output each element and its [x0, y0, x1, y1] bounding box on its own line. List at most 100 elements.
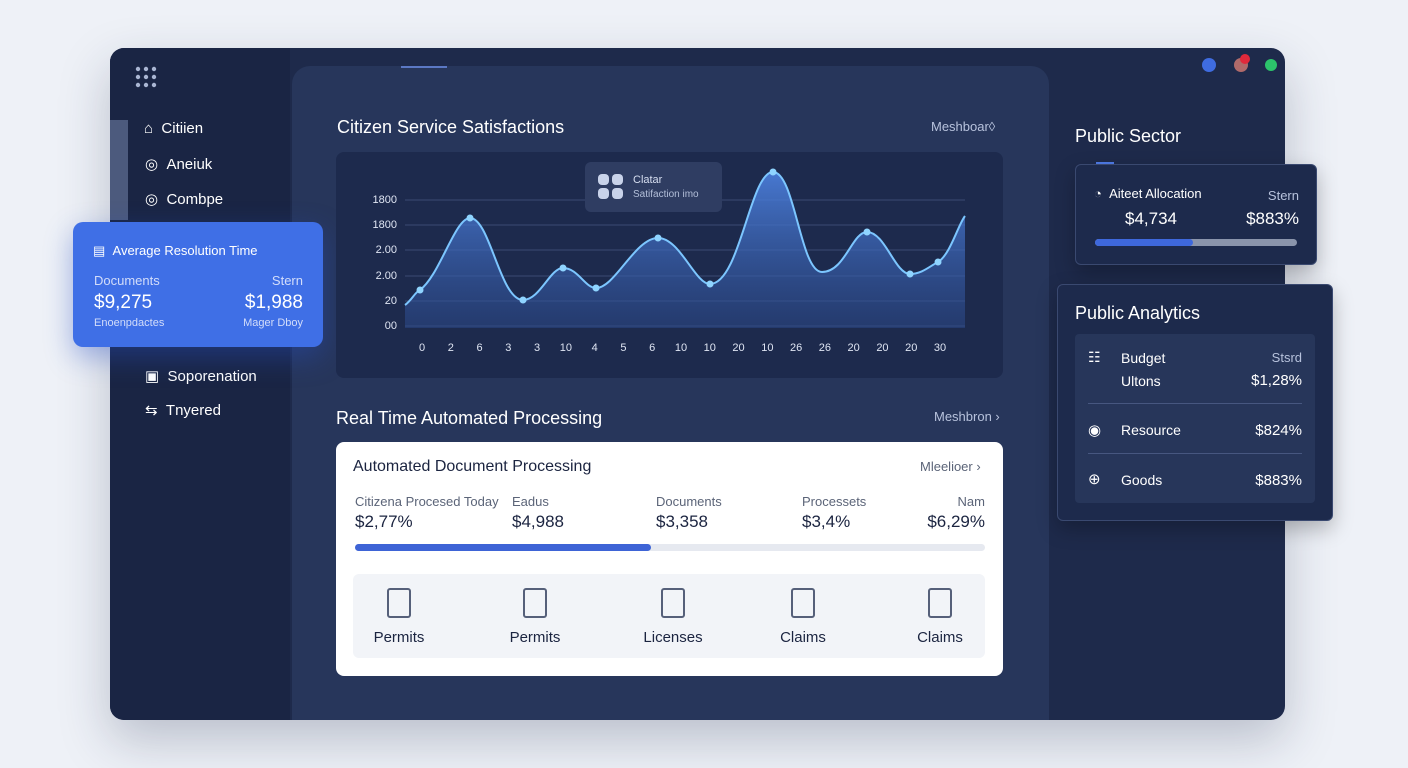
section-link[interactable]: Meshbron › [934, 409, 1000, 424]
processing-card: Automated Document Processing Mleelioer … [336, 442, 1003, 676]
x-label: 3 [534, 342, 540, 354]
stat-label: Eadus [512, 494, 549, 509]
row-label: Goods [1121, 472, 1163, 488]
y-label: 1800 [373, 194, 397, 206]
x-label: 20 [876, 342, 888, 354]
nav-item[interactable]: ◎ Combpe [145, 191, 224, 208]
tile-label: Claims [780, 629, 826, 646]
progress-track [1095, 239, 1297, 246]
x-label: 20 [848, 342, 860, 354]
section-link[interactable]: Meshboar◊ [931, 119, 996, 134]
x-label: 6 [649, 342, 655, 354]
row-value: $1,28% [1251, 372, 1302, 389]
y-label: 00 [385, 320, 397, 332]
x-label: 2 [448, 342, 454, 354]
stat-label: Nam [957, 494, 985, 509]
note: Mager Dboy [243, 317, 303, 329]
x-label: 10 [761, 342, 773, 354]
x-label: 4 [592, 342, 598, 354]
stat-value: $6,29% [927, 512, 985, 531]
nav-label: Combpe [166, 191, 224, 208]
section-title: Real Time Automated Processing [336, 408, 603, 428]
stat-label: Documents [656, 494, 722, 509]
value: $4,734 [1125, 209, 1177, 228]
section-title: Public Sector [1075, 126, 1182, 146]
points [416, 168, 942, 304]
analytics-list [1075, 334, 1315, 503]
x-label: 10 [704, 342, 716, 354]
tile-icon [523, 588, 547, 618]
accent [1096, 162, 1114, 165]
value: $1,988 [244, 292, 303, 313]
x-label: 5 [620, 342, 626, 354]
label: Stern [271, 273, 303, 288]
x-label: 20 [905, 342, 917, 354]
label: Aiteet Allocation [1109, 186, 1202, 201]
stat-value: $2,77% [355, 512, 413, 531]
tile-label: Permits [373, 629, 425, 646]
window-dot[interactable] [1202, 58, 1216, 72]
row-right-label: Stsrd [1271, 350, 1302, 365]
nav-item[interactable]: ▣ Soporenation [145, 368, 257, 385]
label: Documents [94, 273, 160, 288]
divider [1088, 453, 1302, 454]
nav-item[interactable]: ⌂ Citiien [144, 120, 204, 137]
x-label: 0 [419, 342, 425, 354]
row-sublabel: Ultons [1121, 373, 1161, 389]
tile-icon [661, 588, 685, 618]
window-dot[interactable] [1265, 59, 1277, 71]
row-label: Budget [1121, 350, 1166, 366]
tile-label: Claims [917, 629, 963, 646]
stat-value: $3,358 [656, 512, 708, 531]
window-dot[interactable] [1240, 54, 1250, 64]
x-label: 6 [476, 342, 482, 354]
x-label: 20 [732, 342, 744, 354]
y-label: 1800 [373, 219, 397, 231]
stat-value: $4,988 [512, 512, 564, 531]
x-label: 26 [819, 342, 831, 354]
sidebar-accent [110, 120, 128, 220]
nav-item[interactable]: ⇆ Tnyered [145, 402, 221, 419]
tile-icon [387, 588, 411, 618]
value: $9,275 [94, 292, 153, 313]
row-value: $883% [1255, 472, 1302, 489]
x-label: 3 [505, 342, 511, 354]
y-label: 2.00 [376, 244, 397, 256]
tile-icon [928, 588, 952, 618]
stat-label: Citizena Procesed Today [355, 494, 499, 509]
section-title: Citizen Service Satisfactions [337, 117, 565, 137]
card-title: Average Resolution Time [112, 243, 258, 258]
tab-indicator [401, 66, 447, 68]
divider [1088, 403, 1302, 404]
line [404, 170, 966, 306]
card-link[interactable]: Mleelioer › [920, 459, 981, 474]
nav-item[interactable]: ◎ Aneiuk [145, 156, 213, 173]
y-label: 20 [385, 295, 397, 307]
tile-label: Permits [509, 629, 561, 646]
label: Stern [1267, 188, 1299, 203]
tooltip-title: Clatar [633, 174, 663, 186]
row-label: Resource [1121, 422, 1181, 438]
progress-track [355, 544, 985, 551]
x-label: 10 [560, 342, 572, 354]
note: Enoenpdactes [94, 317, 165, 329]
tile-label: Licenses [643, 629, 703, 646]
tile-icon [791, 588, 815, 618]
floating-card[interactable]: ▤ Average Resolution Time Documents Ster… [73, 222, 323, 347]
allocation-card: ◔ Aiteet Allocation Stern $4,734 $883% [1075, 164, 1317, 265]
section-title: Public Analytics [1075, 303, 1201, 323]
tooltip-subtitle: Satifaction imo [633, 189, 699, 200]
nav-label: Tnyered [165, 402, 221, 419]
x-label: 30 [934, 342, 946, 354]
card-title: Automated Document Processing [353, 458, 592, 475]
progress-fill [1095, 239, 1193, 246]
x-label: 26 [790, 342, 802, 354]
row-value: $824% [1255, 422, 1302, 439]
sidebar [110, 48, 290, 720]
area [405, 172, 965, 328]
x-label: 10 [675, 342, 687, 354]
progress-fill [355, 544, 651, 551]
